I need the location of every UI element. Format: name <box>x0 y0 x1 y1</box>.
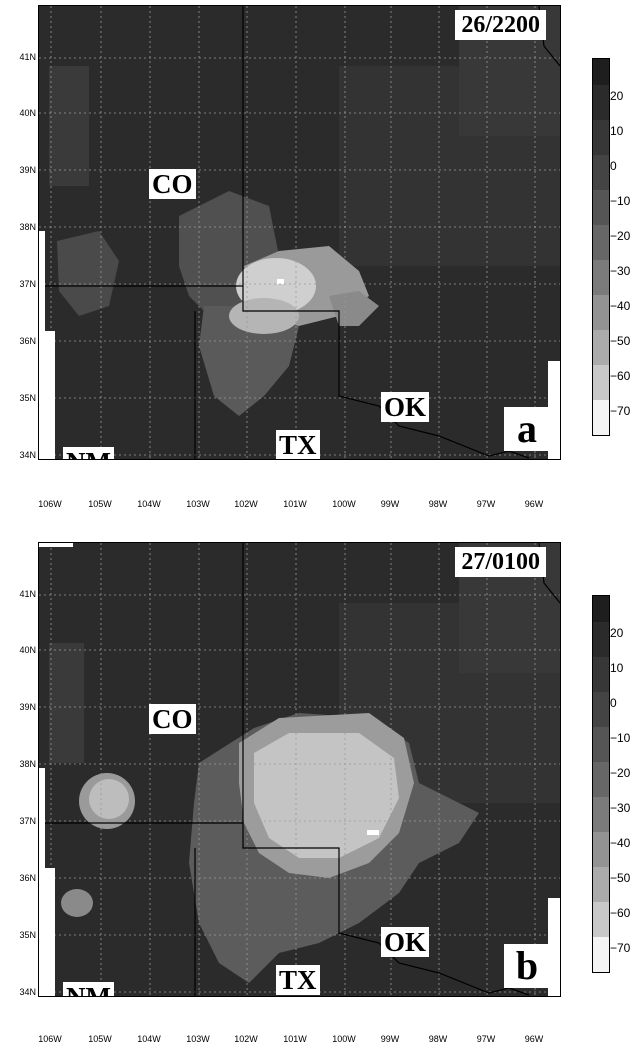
colorbar-label: −20 <box>610 766 631 780</box>
lon-label: 101W <box>283 499 307 509</box>
lon-label: 100W <box>332 499 356 509</box>
colorbar-cell <box>593 155 609 190</box>
colorbar-b <box>592 595 610 973</box>
lon-label: 102W <box>234 499 258 509</box>
colorbar-cell <box>593 797 609 832</box>
lon-label: 104W <box>137 499 161 509</box>
lat-label: 38N <box>19 759 36 769</box>
map-panel-a: 26/2200 CO NM TX OK a <box>38 5 561 460</box>
lat-label: 40N <box>19 108 36 118</box>
colorbar-cell <box>593 727 609 762</box>
colorbar-cell <box>593 902 609 937</box>
lon-label: 98W <box>428 499 448 509</box>
colorbar-label: −60 <box>610 369 631 383</box>
lon-label: 101W <box>283 1034 307 1044</box>
colorbar-label: −40 <box>610 836 631 850</box>
lat-label: 36N <box>19 336 36 346</box>
colorbar-cell <box>593 657 609 692</box>
lat-label: 36N <box>19 873 36 883</box>
colorbar-cell <box>593 762 609 797</box>
lon-label: 106W <box>38 1034 62 1044</box>
colorbar-cell <box>593 937 609 972</box>
colorbar-label: −10 <box>610 731 631 745</box>
lon-label: 96W <box>524 1034 544 1044</box>
lon-label: 103W <box>186 499 210 509</box>
lon-label: 106W <box>38 499 62 509</box>
map-b-field <box>39 543 560 996</box>
lat-label: 39N <box>19 702 36 712</box>
state-label-tx-b: TX <box>276 965 320 995</box>
lon-label: 105W <box>88 499 112 509</box>
lat-label: 35N <box>19 930 36 940</box>
colorbar-label: −10 <box>610 194 631 208</box>
lat-label: 37N <box>19 816 36 826</box>
lat-label: 35N <box>19 393 36 403</box>
colorbar-cell <box>593 295 609 330</box>
colorbar-label: −20 <box>610 229 631 243</box>
colorbar-label: 20 <box>610 626 624 640</box>
lat-label: 41N <box>19 52 36 62</box>
time-label-a: 26/2200 <box>455 10 546 40</box>
lat-label: 34N <box>19 450 36 460</box>
lat-label: 40N <box>19 645 36 655</box>
colorbar-a <box>592 58 610 436</box>
colorbar-label: −50 <box>610 334 631 348</box>
colorbar-label: 10 <box>610 124 624 138</box>
colorbar-cell <box>593 832 609 867</box>
lon-label: 96W <box>524 499 544 509</box>
colorbar-label: −70 <box>610 404 631 418</box>
colorbar-cell <box>593 596 609 622</box>
colorbar-cell <box>593 622 609 657</box>
lat-label: 39N <box>19 165 36 175</box>
state-label-ok-b: OK <box>381 927 430 957</box>
lat-label: 38N <box>19 222 36 232</box>
lon-label: 103W <box>186 1034 210 1044</box>
colorbar-label: 0 <box>610 159 617 173</box>
colorbar-cell <box>593 120 609 155</box>
panel-letter-a: a <box>504 407 550 451</box>
lon-label: 100W <box>332 1034 356 1044</box>
colorbar-cell <box>593 59 609 85</box>
state-label-nm-a: NM <box>63 447 114 459</box>
colorbar-cell <box>593 85 609 120</box>
state-label-co-b: CO <box>149 704 196 734</box>
colorbar-cell <box>593 330 609 365</box>
lat-label: 41N <box>19 589 36 599</box>
map-panel-b: 27/0100 CO NM TX OK b <box>38 542 561 997</box>
state-label-tx-a: TX <box>276 430 320 459</box>
colorbar-label: 0 <box>610 696 617 710</box>
colorbar-cell <box>593 225 609 260</box>
lon-label: 98W <box>428 1034 448 1044</box>
lon-label: 97W <box>476 499 496 509</box>
lon-label: 102W <box>234 1034 258 1044</box>
colorbar-label: 20 <box>610 89 624 103</box>
lon-label: 105W <box>88 1034 112 1044</box>
colorbar-cell <box>593 867 609 902</box>
colorbar-label: −70 <box>610 941 631 955</box>
colorbar-label: −30 <box>610 801 631 815</box>
colorbar-cell <box>593 260 609 295</box>
colorbar-cell <box>593 365 609 400</box>
colorbar-cell <box>593 400 609 435</box>
state-label-co-a: CO <box>149 169 196 199</box>
map-a-gridlines <box>39 6 560 459</box>
lon-label: 104W <box>137 1034 161 1044</box>
colorbar-label: −40 <box>610 299 631 313</box>
colorbar-label: −50 <box>610 871 631 885</box>
lat-label: 34N <box>19 987 36 997</box>
colorbar-cell <box>593 190 609 225</box>
lon-label: 99W <box>380 499 400 509</box>
state-label-nm-b: NM <box>63 982 114 996</box>
colorbar-label: −30 <box>610 264 631 278</box>
colorbar-label: 10 <box>610 661 624 675</box>
state-label-ok-a: OK <box>381 392 430 422</box>
time-label-b: 27/0100 <box>455 547 546 577</box>
lon-label: 97W <box>476 1034 496 1044</box>
panel-letter-b: b <box>504 944 550 988</box>
lon-label: 99W <box>380 1034 400 1044</box>
colorbar-cell <box>593 692 609 727</box>
colorbar-label: −60 <box>610 906 631 920</box>
lat-label: 37N <box>19 279 36 289</box>
map-a-field <box>39 6 560 459</box>
